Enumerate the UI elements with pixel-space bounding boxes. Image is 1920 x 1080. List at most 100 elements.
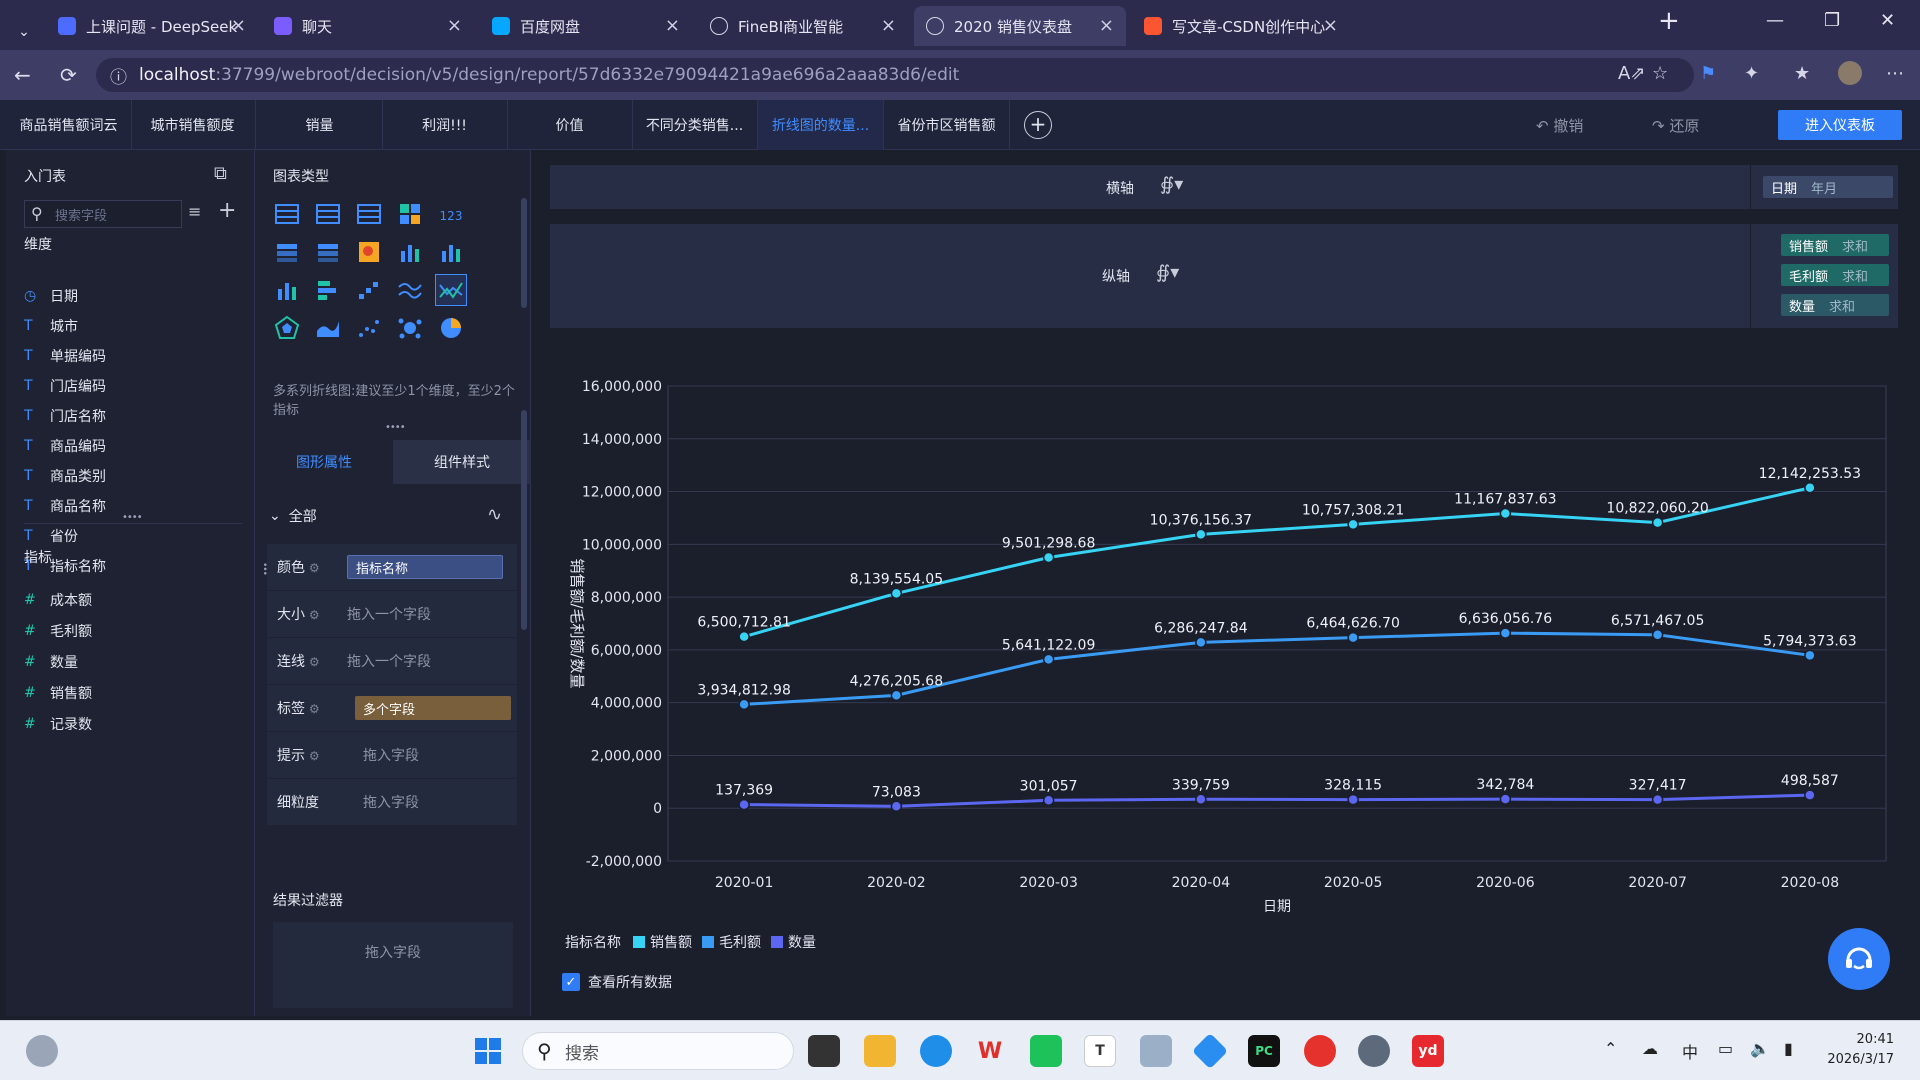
report-tab[interactable]: 销量 [257,100,383,150]
gear-icon[interactable]: ⚙ [305,608,320,622]
profile-avatar[interactable] [1838,61,1862,85]
attr-dropzone[interactable]: 拖入字段 [363,748,419,764]
bubble-chart-icon[interactable] [394,312,426,344]
gear-icon[interactable]: ⚙ [305,655,320,669]
panel-resize-grip[interactable]: •••• [385,422,406,433]
data-point[interactable] [1804,482,1816,494]
data-point[interactable] [1042,551,1055,564]
series-line[interactable] [743,486,1811,639]
add-tab-button[interactable]: + [1024,111,1052,139]
tab-graph-attributes[interactable]: 图形属性 [255,440,393,484]
color-field-pill[interactable]: 指标名称 [347,555,503,579]
attr-row[interactable]: 连线 ⚙ 拖入一个字段 [267,638,517,684]
switch-table-icon[interactable]: ⧉ [214,163,227,184]
system-clock[interactable]: 20:41 2026/3/17 [1827,1030,1894,1070]
close-tab-icon[interactable]: × [664,15,680,36]
restore-button[interactable]: ❐ [1824,10,1841,31]
battery-icon[interactable]: ▮ [1784,1039,1793,1058]
data-point[interactable] [1042,653,1055,666]
dimension-field[interactable]: T 省份 [24,524,78,548]
taskbar-search[interactable]: ⚲ 搜索 [522,1032,794,1070]
grouped-table-icon[interactable] [312,198,344,230]
network-status-icon[interactable]: ☁ [1642,1039,1658,1058]
gear-icon[interactable]: ⚙ [305,561,320,575]
gear-icon[interactable]: ⚙ [305,702,320,716]
data-point[interactable] [890,587,903,600]
data-point[interactable] [1499,627,1512,639]
close-tab-icon[interactable]: × [1322,15,1338,36]
customer-service-button[interactable] [1828,928,1890,990]
pycharm-icon[interactable]: PC [1248,1035,1280,1067]
multi-line-icon[interactable] [394,274,426,306]
attr-row[interactable]: 标签 ⚙ 多个字段 [267,685,517,731]
data-point[interactable] [738,798,750,811]
data-point[interactable] [890,800,903,813]
field-search-input[interactable]: ⚲ 搜索字段 [24,200,182,228]
close-tab-icon[interactable]: × [446,15,462,36]
measure-field[interactable]: # 记录数 [24,712,92,736]
data-point[interactable] [1347,793,1359,806]
field-pill-date[interactable]: 日期 年月 [1763,176,1893,198]
data-point[interactable] [1195,793,1207,806]
browser-tab[interactable]: 聊天 × [262,6,474,46]
data-point[interactable] [1499,507,1512,520]
file-explorer-icon[interactable] [864,1035,896,1067]
all-series-toggle[interactable]: ⌄ 全部 [269,506,317,526]
data-point[interactable] [1042,794,1055,807]
redo-button[interactable]: ↷ 还原 [1652,115,1699,136]
minimize-button[interactable]: — [1766,10,1784,31]
ime-indicator[interactable]: 中 [1682,1043,1699,1062]
legend-item[interactable]: 销售额 [633,932,692,952]
stacked-bar-icon[interactable] [394,236,426,268]
enter-dashboard-button[interactable]: 进入仪表板 [1778,110,1902,140]
dimension-field[interactable]: T 商品编码 [24,434,106,458]
url-input[interactable]: ⓘ localhost:37799/webroot/decision/v5/de… [96,58,1694,92]
add-field-icon[interactable]: + [218,198,237,223]
settings-gear-icon[interactable] [1358,1035,1390,1067]
measure-field[interactable]: # 成本额 [24,588,92,612]
number-card-icon[interactable]: 123 [435,198,467,230]
dimension-field[interactable]: T 商品类别 [24,464,106,488]
data-point[interactable] [738,630,750,643]
area-chart-icon[interactable] [312,312,344,344]
data-point[interactable] [1499,793,1512,805]
series-line[interactable] [744,631,1811,706]
y-field-pill[interactable]: 毛利额 求和 [1781,264,1889,286]
favorites-icon[interactable]: ★ [1794,63,1811,84]
series-line[interactable] [744,793,1810,808]
measure-field[interactable]: # 销售额 [24,681,92,705]
legend-item[interactable]: 数量 [771,932,816,952]
column-chart-icon[interactable] [271,274,303,306]
settings-tool-icon[interactable] [1140,1035,1172,1067]
close-tab-icon[interactable]: × [880,15,896,36]
reload-button[interactable]: ⟳ [60,63,77,87]
chart-type-scrollbar[interactable] [521,198,527,308]
x-axis-shelf[interactable]: 横轴 ∯▾ 日期 年月 [550,165,1898,209]
data-point[interactable] [890,689,903,702]
report-tab[interactable]: 价值 [507,100,633,150]
undo-button[interactable]: ↶ 撤销 [1536,115,1583,136]
scatter-step-icon[interactable] [353,274,385,306]
result-filter-dropzone[interactable]: 拖入字段 [273,922,513,1008]
report-tab[interactable]: 省份市区销售额 [884,100,1010,150]
wps-icon[interactable]: W [977,1038,1003,1064]
pie-chart-icon[interactable] [435,312,467,344]
close-tab-icon[interactable]: × [230,15,246,36]
line-type-icon[interactable]: ∿ [487,504,503,525]
color-table-icon[interactable] [271,236,303,268]
data-point[interactable] [1651,516,1664,529]
data-point[interactable] [1651,793,1664,806]
gear-icon[interactable]: ⚙ [305,749,320,763]
dimension-field[interactable]: T 门店编码 [24,374,106,398]
data-point[interactable] [738,698,750,711]
attrs-scrollbar[interactable] [521,410,527,630]
browser-tab[interactable]: 2020 销售仪表盘 × [914,6,1126,46]
data-point[interactable] [1195,636,1207,649]
tab-actions-button[interactable]: ⌄ [6,12,42,52]
scatter-chart-icon[interactable] [353,312,385,344]
detail-table-icon[interactable] [312,236,344,268]
favorite-star-icon[interactable]: ☆ [1652,63,1669,84]
browser-tab[interactable]: FineBI商业智能 × [698,6,908,46]
new-tab-button[interactable]: + [1658,6,1680,36]
table-icon[interactable] [271,198,303,230]
